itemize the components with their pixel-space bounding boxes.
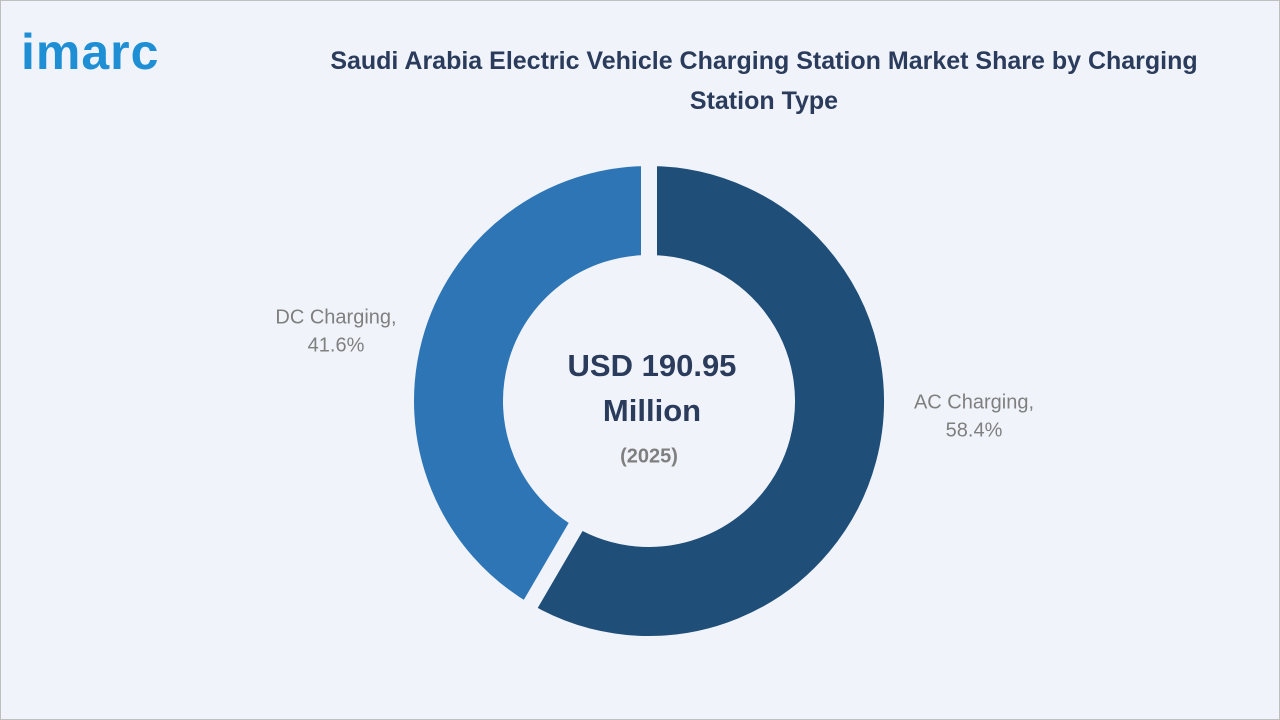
slice-label: AC Charging, (914, 391, 1034, 413)
slice-label: DC Charging, (275, 306, 396, 328)
donut-slice (515, 149, 900, 652)
donut-slice (398, 149, 657, 622)
slice-value-label: 41.6% (308, 334, 365, 356)
center-label: USD 190.95 (568, 348, 737, 383)
slice-value-label: 58.4% (946, 419, 1003, 441)
chart-title: Saudi Arabia Electric Vehicle Charging S… (330, 47, 1198, 115)
center-label: Million (603, 393, 701, 428)
logo: imarc (21, 24, 160, 80)
center-sublabel: (2025) (620, 445, 678, 467)
